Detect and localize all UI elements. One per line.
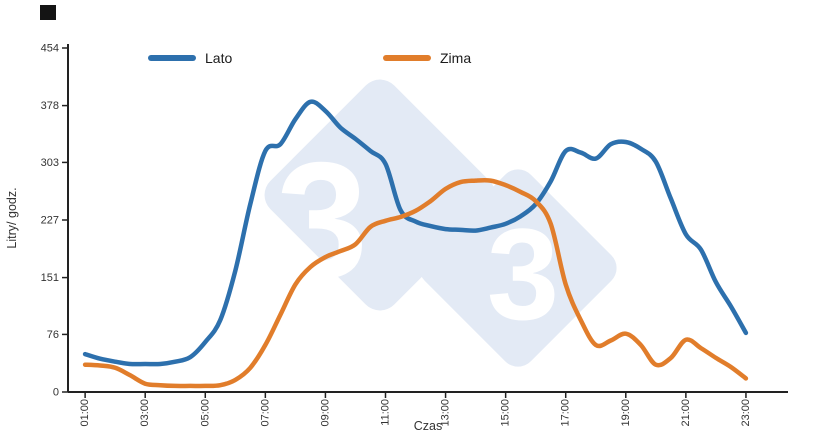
- y-axis-label: Litry/ godz.: [5, 187, 19, 248]
- legend-item-zima: Zima: [383, 51, 471, 65]
- watermark-digit: 3: [276, 128, 368, 312]
- x-tick-label: 19:00: [620, 399, 632, 427]
- x-tick-label: 13:00: [440, 399, 452, 427]
- legend-label-zima: Zima: [440, 50, 472, 66]
- x-tick-label: 17:00: [560, 399, 572, 427]
- y-tick-label: 303: [41, 157, 59, 169]
- x-axis-label: Czas: [414, 419, 442, 433]
- x-tick-label: 15:00: [500, 399, 512, 427]
- x-tick-label: 01:00: [79, 399, 91, 427]
- y-tick-label: 76: [47, 329, 59, 341]
- y-tick-label: 151: [41, 272, 59, 284]
- x-tick-label: 09:00: [319, 399, 331, 427]
- y-tick-label: 454: [41, 43, 59, 55]
- x-tick-label: 05:00: [199, 399, 211, 427]
- x-tick-label: 11:00: [379, 399, 391, 426]
- y-tick-label: 0: [53, 387, 59, 399]
- legend-item-lato: Lato: [148, 51, 232, 65]
- legend-label-lato: Lato: [205, 50, 233, 66]
- series-line-zima: [82, 177, 749, 389]
- series-line-lato: [82, 99, 749, 367]
- corner-mark: [40, 5, 56, 20]
- legend-swatch-zima: [383, 55, 431, 61]
- x-tick-label: 03:00: [139, 399, 151, 427]
- watermark-diamond: [419, 169, 617, 367]
- legend-swatch-lato: [148, 55, 196, 61]
- x-tick-label: 21:00: [680, 399, 692, 427]
- y-tick-label: 378: [41, 100, 59, 112]
- y-tick-label: 227: [41, 215, 59, 227]
- x-tick-label: 07:00: [259, 399, 271, 427]
- x-tick-label: 23:00: [740, 399, 752, 427]
